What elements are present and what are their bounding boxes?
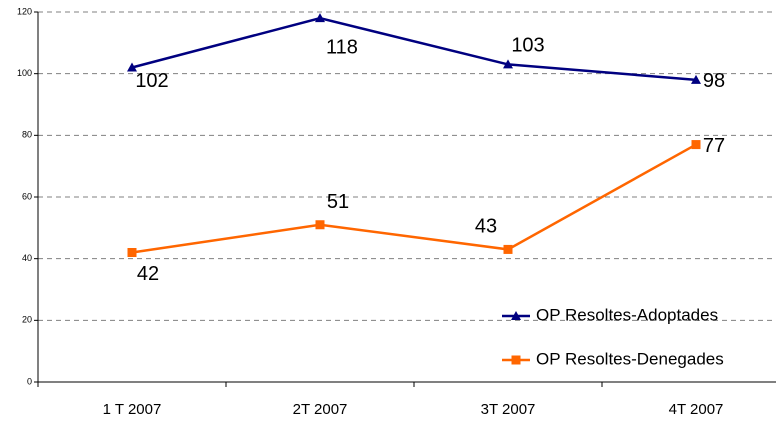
legend-label: OP Resoltes-Adoptades (536, 305, 718, 324)
legend-label: OP Resoltes-Denegades (536, 349, 724, 368)
x-tick-label: 3T 2007 (481, 401, 536, 418)
marker (691, 74, 701, 84)
marker (511, 311, 521, 320)
y-tick-label: 120 (17, 6, 32, 16)
marker (503, 59, 513, 69)
y-tick-label: 0 (27, 376, 32, 386)
series-line (131, 143, 697, 254)
x-tick-label: 2T 2007 (293, 401, 348, 418)
x-tick-label: 4T 2007 (669, 401, 724, 418)
x-tick-label: 1 T 2007 (103, 401, 162, 418)
value-label: 118 (326, 36, 358, 58)
value-label: 42 (137, 263, 159, 285)
y-tick-label: 100 (17, 68, 32, 78)
value-label: 77 (703, 135, 725, 157)
value-label: 102 (135, 70, 168, 92)
value-label: 103 (511, 35, 544, 57)
value-label: 43 (475, 216, 497, 238)
marker (691, 140, 701, 150)
value-label: 51 (327, 191, 349, 213)
y-tick-label: 60 (22, 191, 32, 201)
series-line (131, 16, 697, 82)
y-tick-label: 40 (22, 253, 32, 263)
marker (127, 248, 137, 257)
value-label: 98 (703, 70, 725, 92)
y-tick-label: 20 (22, 315, 32, 325)
y-tick-label: 80 (22, 130, 32, 140)
marker (127, 62, 137, 72)
marker (315, 220, 325, 230)
marker (315, 13, 325, 23)
marker (511, 355, 521, 365)
marker (503, 244, 513, 254)
